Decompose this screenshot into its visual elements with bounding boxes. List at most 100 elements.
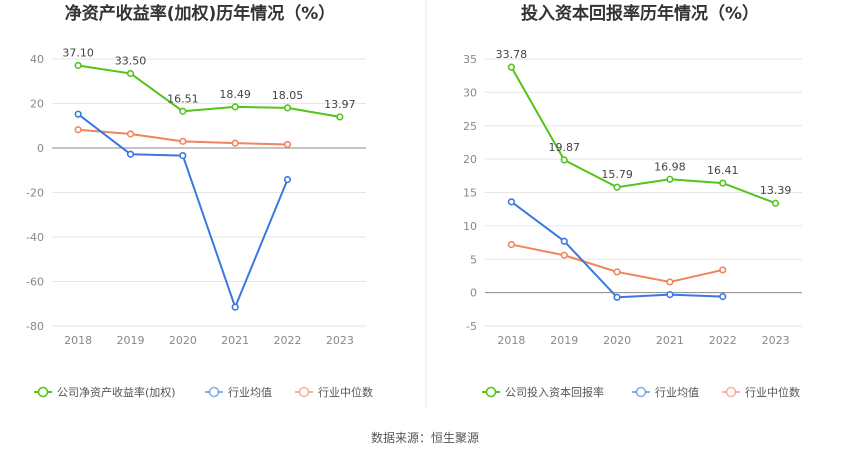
data-label: 16.41 — [707, 164, 739, 177]
data-label: 15.79 — [601, 168, 633, 181]
series-line-company — [510, 66, 776, 205]
data-label: 33.50 — [115, 54, 147, 67]
data-point-average[interactable] — [179, 151, 187, 160]
data-point-average[interactable] — [666, 291, 674, 299]
x-tick-label: 2021 — [656, 334, 684, 347]
x-tick-label: 2021 — [221, 334, 249, 347]
data-point-company[interactable] — [560, 156, 568, 164]
y-tick-label: 35 — [463, 53, 477, 66]
y-tick-label: -60 — [26, 276, 44, 289]
legend-swatch-marker — [208, 386, 220, 398]
legend-item-company[interactable]: 公司净资产收益率(加权) — [34, 385, 176, 399]
y-tick-label: -40 — [26, 231, 44, 244]
y-tick-label: 0 — [470, 287, 477, 300]
data-label: 16.51 — [167, 92, 199, 105]
chart-title: 净资产收益率(加权)历年情况（%） — [65, 3, 336, 24]
legend-swatch-marker — [635, 386, 647, 398]
y-tick-label: -20 — [26, 187, 44, 200]
data-point-company[interactable] — [126, 69, 135, 78]
legend-label: 行业均值 — [228, 386, 272, 399]
legend-label: 公司净资产收益率(加权) — [57, 385, 176, 399]
legend-label: 公司投入资本回报率 — [505, 385, 604, 399]
y-tick-label: 15 — [463, 187, 477, 200]
data-point-company[interactable] — [179, 107, 187, 115]
data-point-median[interactable] — [231, 139, 239, 147]
x-tick-label: 2019 — [117, 334, 145, 347]
y-tick-label: 40 — [30, 53, 44, 66]
data-label: 13.39 — [760, 184, 792, 197]
data-point-median[interactable] — [613, 268, 621, 276]
legend-swatch-marker — [725, 386, 737, 398]
legend-item-company[interactable]: 公司投入资本回报率 — [482, 385, 604, 399]
data-point-median[interactable] — [666, 278, 674, 286]
data-point-median[interactable] — [507, 240, 516, 249]
data-point-company[interactable] — [74, 61, 82, 70]
x-tick-label: 2020 — [169, 334, 197, 347]
data-point-median[interactable] — [126, 130, 135, 138]
data-point-company[interactable] — [666, 175, 674, 183]
legend-item-average[interactable]: 行业均值 — [632, 386, 699, 399]
x-tick-label: 2022 — [274, 334, 302, 347]
legend-item-median[interactable]: 行业中位数 — [295, 385, 373, 399]
legend-item-median[interactable]: 行业中位数 — [722, 385, 800, 399]
legend-label: 行业中位数 — [318, 385, 373, 399]
chart-title: 投入资本回报率历年情况（%） — [521, 3, 759, 24]
y-tick-label: 20 — [30, 98, 44, 111]
data-point-average[interactable] — [126, 150, 135, 158]
data-label: 37.10 — [62, 46, 94, 59]
data-point-median[interactable] — [560, 251, 568, 259]
data-label: 16.98 — [654, 160, 686, 173]
data-point-company[interactable] — [336, 113, 344, 121]
legend-label: 行业中位数 — [745, 385, 800, 399]
data-point-average[interactable] — [560, 237, 568, 245]
x-tick-label: 2019 — [550, 334, 578, 347]
y-tick-label: 10 — [463, 220, 477, 233]
data-point-average[interactable] — [283, 175, 292, 184]
y-tick-label: -5 — [466, 320, 477, 333]
data-point-average[interactable] — [507, 198, 516, 206]
x-tick-label: 2023 — [762, 334, 790, 347]
data-point-average[interactable] — [231, 303, 239, 311]
legend-swatch-marker — [298, 386, 310, 398]
roe-chart: 净资产收益率(加权)历年情况（%） 40 20 0 -20 -40 -60 -80 2018 20… — [26, 3, 373, 399]
x-tick-label: 2020 — [603, 334, 631, 347]
x-tick-label: 2018 — [497, 334, 525, 347]
data-point-average[interactable] — [74, 110, 82, 118]
legend-item-average[interactable]: 行业均值 — [205, 386, 272, 399]
data-point-company[interactable] — [771, 199, 780, 207]
x-tick-label: 2018 — [64, 334, 92, 347]
x-tick-label: 2023 — [326, 334, 354, 347]
data-label: 18.49 — [219, 88, 251, 101]
data-point-average[interactable] — [719, 293, 727, 301]
legend-swatch-marker — [37, 386, 49, 398]
legend-label: 行业均值 — [655, 386, 699, 399]
series-line-company — [78, 64, 341, 118]
data-label: 19.87 — [549, 141, 581, 154]
y-tick-label: 0 — [37, 142, 44, 155]
data-point-average[interactable] — [613, 293, 621, 301]
series-line-median — [511, 243, 723, 283]
y-tick-label: 30 — [463, 86, 477, 99]
series-line-average — [510, 201, 723, 299]
data-point-company[interactable] — [719, 179, 727, 187]
data-label: 33.78 — [496, 48, 528, 61]
roic-chart: 投入资本回报率历年情况（%） 35 30 25 20 15 10 5 0 -5 2018 2019 20… — [463, 3, 802, 399]
data-point-company[interactable] — [507, 63, 516, 71]
source-text: 数据来源：恒生聚源 — [371, 430, 479, 445]
data-point-median[interactable] — [283, 140, 292, 149]
y-tick-label: -80 — [26, 320, 44, 333]
y-tick-label: 25 — [463, 120, 477, 133]
data-point-median[interactable] — [179, 137, 187, 145]
data-point-median[interactable] — [719, 266, 727, 274]
y-tick-label: 5 — [470, 253, 477, 266]
data-label: 18.05 — [272, 89, 304, 102]
y-tick-label: 20 — [463, 153, 477, 166]
data-point-median[interactable] — [74, 126, 82, 134]
x-tick-label: 2022 — [709, 334, 737, 347]
data-point-company[interactable] — [283, 104, 292, 112]
data-label: 13.97 — [324, 98, 356, 111]
legend-swatch-marker — [485, 386, 497, 398]
data-point-company[interactable] — [231, 103, 239, 111]
data-point-company[interactable] — [613, 183, 621, 191]
